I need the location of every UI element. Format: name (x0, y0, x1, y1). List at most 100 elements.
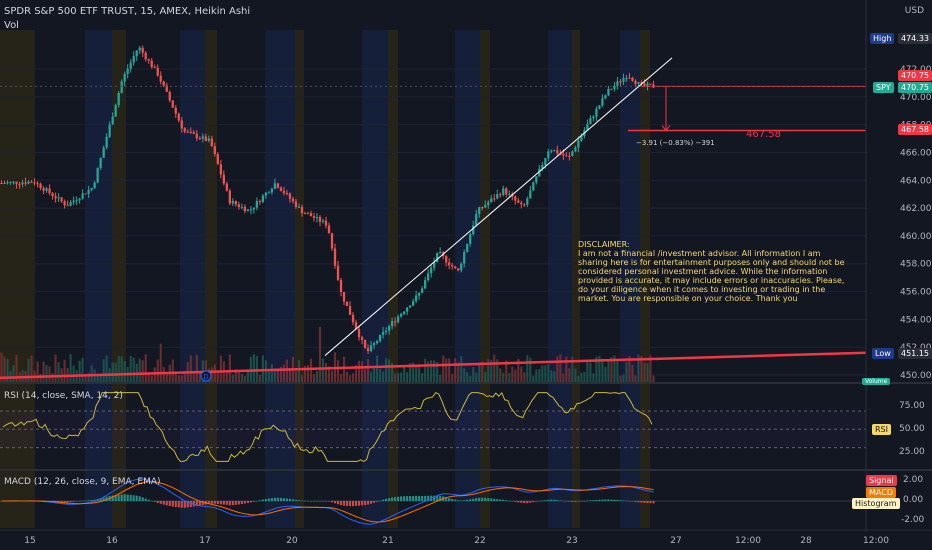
macd-hist-bar-87 (261, 499, 264, 501)
time-tick-label-5: 22 (474, 536, 485, 546)
macd-hist-bar-58 (174, 501, 177, 508)
candle-body-93 (279, 187, 283, 191)
candle-body-130 (390, 321, 394, 327)
session-band-7 (640, 30, 650, 528)
candle-body-13 (39, 183, 42, 189)
macd-hist-bar-116 (348, 501, 352, 507)
candle-body-114 (342, 292, 346, 302)
volume-bar-84 (252, 354, 255, 382)
candle-body-22 (66, 205, 69, 207)
candle-body-155 (466, 243, 469, 253)
volume-bar-114 (342, 356, 346, 382)
candle-body-171 (514, 196, 517, 201)
volume-bar-58 (174, 373, 177, 382)
macd-hist-bar-213 (640, 501, 643, 503)
candle-body-98 (294, 201, 298, 207)
candle-body-74 (222, 174, 225, 184)
volume-bar-13 (39, 374, 42, 382)
volume-bar-40 (120, 356, 123, 382)
macd-title: MACD (12, 26, close, 9, EMA, EMA) (4, 477, 161, 487)
candle-body-27 (81, 193, 84, 199)
macd-hist-bar-120 (361, 501, 364, 506)
volume-bar-85 (255, 355, 258, 382)
candle-body-213 (640, 82, 643, 84)
macd-hist-bar-19 (57, 501, 60, 502)
macd-hist-bar-34 (102, 497, 105, 501)
candle-body-17 (51, 193, 54, 197)
volume-bar-212 (637, 354, 640, 382)
candle-body-164 (493, 198, 496, 200)
candle-body-86 (258, 201, 262, 203)
macd-hist-bar-112 (336, 501, 340, 505)
macd-hist-bar-122 (367, 501, 370, 505)
candle-body-96 (288, 193, 292, 199)
volume-bar-155 (466, 372, 469, 382)
candle-body-150 (451, 265, 454, 267)
candle-body-6 (18, 183, 21, 185)
candle-body-28 (84, 193, 87, 195)
macd-hist-bar-131 (394, 497, 397, 501)
volume-bar-165 (496, 359, 499, 382)
candle-body-118 (354, 322, 358, 330)
macd-hist-bar-199 (598, 499, 601, 501)
volume-bar-172 (517, 358, 520, 382)
heikin-ashi-candles (0, 45, 655, 354)
macd-hist-bar-105 (315, 501, 319, 502)
macd-hist-bar-25 (75, 501, 78, 502)
candle-body-115 (345, 301, 349, 307)
volume-bar-94 (282, 364, 285, 382)
macd-hist-bar-79 (237, 501, 240, 505)
candle-body-9 (27, 181, 30, 184)
macd-hist-bar-48 (144, 498, 147, 501)
volume-bar-48 (144, 354, 147, 382)
signal-line (1, 481, 654, 523)
candle-body-215 (646, 83, 649, 86)
candle-body-107 (321, 220, 325, 222)
macd-hist-bar-72 (216, 501, 219, 504)
macd-hist-bar-33 (99, 498, 102, 501)
candle-body-172 (517, 200, 520, 203)
macd-hist-bar-24 (72, 501, 75, 502)
volume-bar-108 (324, 363, 328, 382)
volume-bar-217 (652, 375, 655, 382)
candle-body-204 (613, 85, 616, 89)
volume-bar-130 (391, 362, 394, 382)
candle-body-177 (532, 182, 535, 191)
macd-hist-bar-55 (165, 501, 168, 506)
disclaimer-body: DISCLAIMER: I am not a financial /invest… (578, 240, 845, 303)
volume-bar-146 (439, 374, 442, 382)
macd-hist-bar-210 (631, 501, 634, 502)
candle-body-78 (234, 201, 238, 205)
macd-hist-bar-45 (135, 495, 138, 501)
candle-body-61 (183, 128, 186, 132)
volume-bar-96 (288, 370, 291, 382)
candle-body-110 (330, 233, 334, 249)
volume-bar-190 (571, 356, 574, 382)
volume-bar-102 (306, 365, 310, 382)
candle-body-81 (243, 206, 247, 212)
volume-bar-182 (547, 364, 550, 382)
volume-bar-46 (138, 358, 141, 382)
macd-hist-bar-130 (391, 497, 394, 501)
volume-bar-203 (610, 356, 613, 382)
macd-hist-bar-135 (406, 496, 409, 501)
candle-body-43 (129, 62, 132, 69)
macd-hist-bar-151 (454, 499, 457, 501)
time-tick-label-1: 16 (106, 536, 118, 546)
candle-body-154 (463, 252, 466, 264)
candle-body-120 (360, 337, 364, 340)
volume-bar-33 (99, 373, 102, 382)
macd-hist-bar-115 (345, 501, 349, 506)
macd-hist-bar-160 (481, 497, 484, 501)
volume-bar-41 (123, 361, 126, 382)
volume-bar-136 (409, 363, 412, 382)
volume-bar-179 (538, 369, 541, 382)
macd-hist-bar-182 (547, 499, 550, 501)
macd-hist-bar-212 (637, 501, 640, 503)
disclaimer-text: DISCLAIMER: I am not a financial /invest… (578, 240, 848, 303)
session-band-9 (180, 30, 205, 528)
volume-bar-65 (195, 354, 198, 382)
macd-hist-bar-75 (225, 501, 228, 505)
time-tick-label-3: 20 (286, 536, 298, 546)
